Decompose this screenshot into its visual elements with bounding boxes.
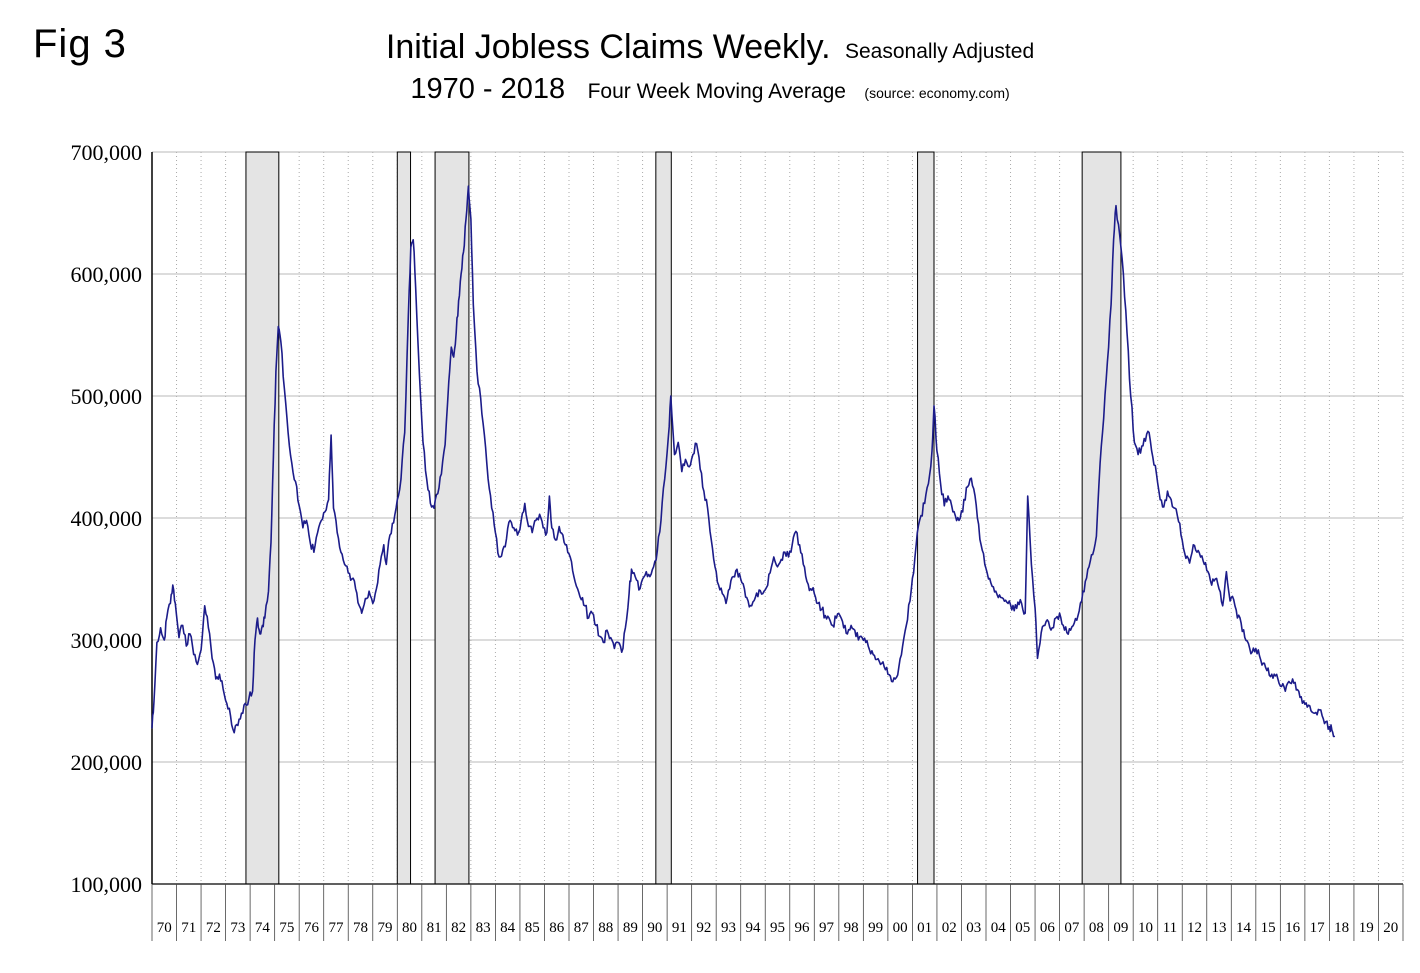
x-tick-label: 13 bbox=[1212, 920, 1227, 936]
x-tick-label: 06 bbox=[1040, 920, 1056, 936]
x-tick-label: 76 bbox=[304, 920, 320, 936]
recession-band bbox=[1081, 151, 1122, 885]
x-tick-label: 12 bbox=[1187, 920, 1202, 936]
x-tick-label: 93 bbox=[721, 920, 736, 936]
x-tick-label: 87 bbox=[574, 920, 590, 936]
x-tick-label: 90 bbox=[647, 920, 662, 936]
x-tick-label: 85 bbox=[525, 920, 540, 936]
x-tick-label: 92 bbox=[696, 920, 711, 936]
x-tick-label: 04 bbox=[991, 920, 1007, 936]
x-tick-label: 15 bbox=[1261, 920, 1276, 936]
x-tick-label: 75 bbox=[279, 920, 294, 936]
x-tick-label: 18 bbox=[1334, 920, 1349, 936]
x-tick-label: 96 bbox=[795, 920, 811, 936]
claims-line bbox=[151, 185, 1336, 738]
y-tick-label: 300,000 bbox=[71, 628, 143, 653]
y-tick-label: 700,000 bbox=[71, 140, 143, 165]
x-tick-label: 11 bbox=[1163, 920, 1177, 936]
x-tick-label: 08 bbox=[1089, 920, 1104, 936]
x-tick-label: 95 bbox=[770, 920, 785, 936]
chart-title-line2: 1970 - 2018 Four Week Moving Average (so… bbox=[0, 73, 1420, 106]
x-tick-label: 01 bbox=[917, 920, 932, 936]
chart-title-line1: Initial Jobless Claims Weekly. Seasonall… bbox=[0, 28, 1420, 67]
x-tick-label: 71 bbox=[181, 920, 196, 936]
x-tick-label: 09 bbox=[1113, 920, 1128, 936]
chart-source: (source: economy.com) bbox=[864, 85, 1010, 101]
x-tick-label: 88 bbox=[598, 920, 613, 936]
chart-title: Initial Jobless Claims Weekly. bbox=[385, 28, 831, 66]
x-tick-label: 17 bbox=[1310, 920, 1326, 936]
x-tick-label: 77 bbox=[328, 920, 344, 936]
x-tick-label: 81 bbox=[427, 920, 442, 936]
y-tick-label: 200,000 bbox=[71, 750, 143, 775]
x-tick-label: 03 bbox=[966, 920, 981, 936]
x-tick-label: 91 bbox=[672, 920, 687, 936]
x-tick-label: 20 bbox=[1383, 920, 1398, 936]
x-tick-label: 83 bbox=[476, 920, 491, 936]
x-tick-label: 79 bbox=[378, 920, 393, 936]
x-tick-label: 07 bbox=[1064, 920, 1080, 936]
y-tick-label: 100,000 bbox=[71, 872, 143, 897]
x-tick-label: 94 bbox=[745, 920, 761, 936]
x-tick-label: 78 bbox=[353, 920, 368, 936]
x-tick-label: 89 bbox=[623, 920, 638, 936]
x-tick-label: 70 bbox=[157, 920, 172, 936]
x-tick-label: 00 bbox=[893, 920, 908, 936]
x-tick-label: 16 bbox=[1285, 920, 1301, 936]
x-tick-label: 86 bbox=[549, 920, 565, 936]
x-tick-label: 73 bbox=[230, 920, 245, 936]
chart-moving-average-label: Four Week Moving Average bbox=[587, 80, 846, 103]
x-tick-label: 80 bbox=[402, 920, 417, 936]
chart-title-qualifier: Seasonally Adjusted bbox=[844, 40, 1035, 63]
recession-band bbox=[655, 151, 672, 885]
y-tick-label: 500,000 bbox=[71, 384, 143, 409]
x-tick-label: 98 bbox=[844, 920, 859, 936]
x-tick-label: 05 bbox=[1015, 920, 1030, 936]
x-tick-label: 10 bbox=[1138, 920, 1153, 936]
chart-title-block: Initial Jobless Claims Weekly. Seasonall… bbox=[0, 0, 1420, 106]
x-tick-label: 99 bbox=[868, 920, 883, 936]
recession-band bbox=[396, 151, 412, 885]
x-tick-label: 14 bbox=[1236, 920, 1252, 936]
y-tick-label: 600,000 bbox=[71, 262, 143, 287]
x-tick-label: 82 bbox=[451, 920, 466, 936]
x-tick-label: 02 bbox=[942, 920, 957, 936]
x-tick-label: 97 bbox=[819, 920, 835, 936]
x-tick-label: 19 bbox=[1359, 920, 1374, 936]
chart-year-range: 1970 - 2018 bbox=[410, 73, 566, 105]
recession-band bbox=[434, 151, 470, 885]
x-tick-label: 84 bbox=[500, 920, 516, 936]
y-tick-label: 400,000 bbox=[71, 506, 143, 531]
x-tick-label: 74 bbox=[255, 920, 271, 936]
recession-band bbox=[245, 151, 280, 885]
figure-label: Fig 3 bbox=[33, 22, 127, 66]
x-tick-label: 72 bbox=[206, 920, 221, 936]
